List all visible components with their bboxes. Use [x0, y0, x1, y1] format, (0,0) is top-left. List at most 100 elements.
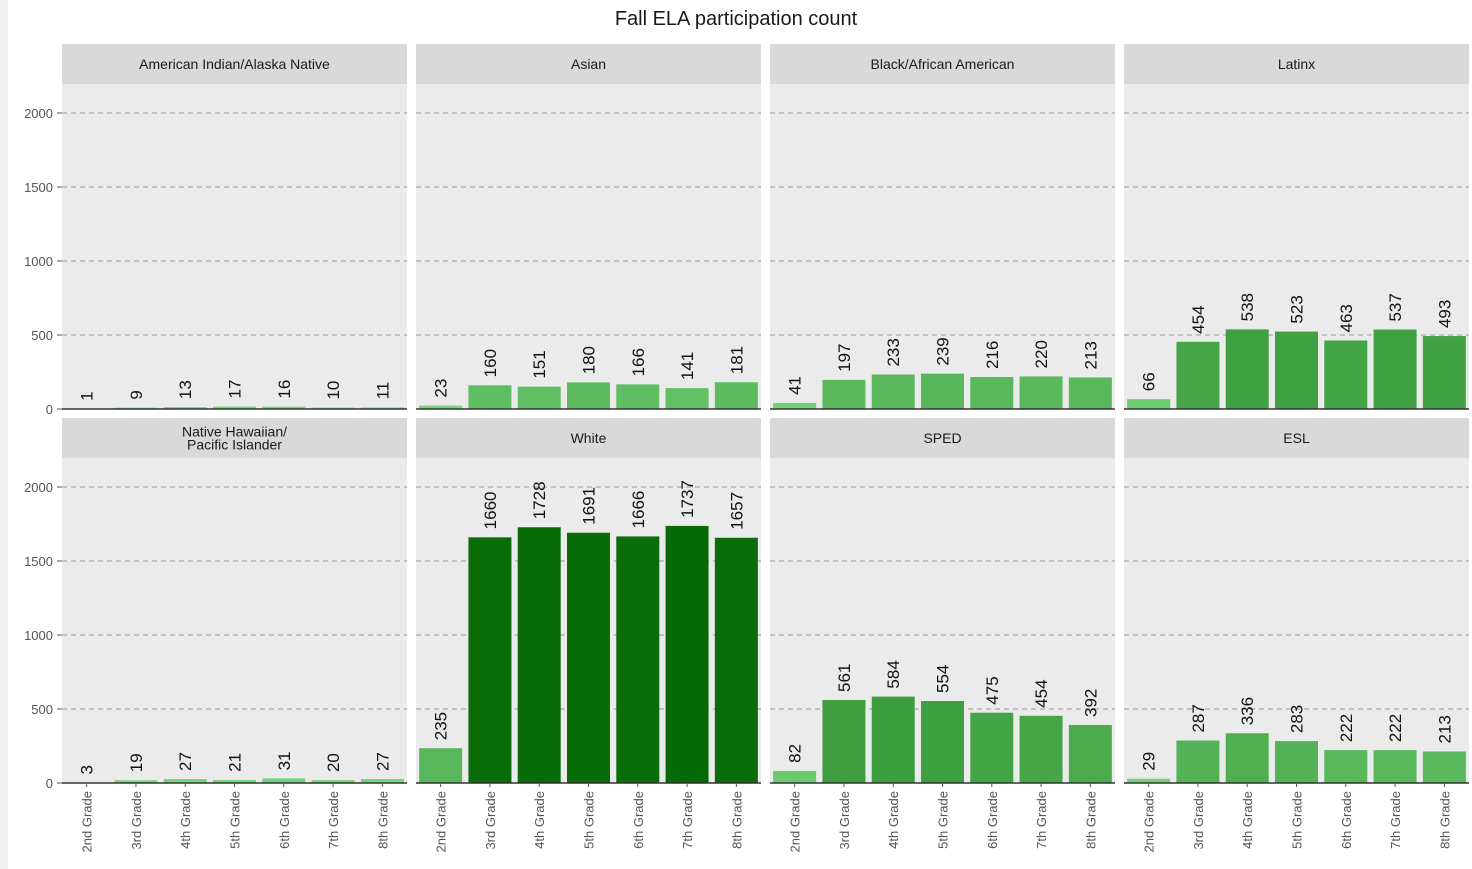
facet-label: White: [571, 430, 607, 446]
data-label: 1657: [727, 492, 746, 530]
data-label: 537: [1386, 293, 1405, 321]
bar-native-hawaiian-pacific-islander-5th-grade: [213, 779, 256, 783]
bar-esl-3rd-grade: [1176, 740, 1220, 783]
bar-esl-6th-grade: [1324, 750, 1368, 783]
x-tick-label: 8th Grade: [1437, 791, 1452, 849]
facet-label: ESL: [1283, 430, 1310, 446]
x-tick-label: 2nd Grade: [434, 791, 449, 852]
y-tick-label: 500: [31, 328, 53, 343]
bar-white-2nd-grade: [419, 748, 463, 783]
data-label: 235: [432, 712, 451, 740]
bar-white-7th-grade: [665, 525, 709, 783]
data-label: 20: [324, 753, 343, 772]
x-tick-label: 7th Grade: [1388, 791, 1403, 849]
panel-background-native-hawaiian-pacific-islander: [62, 458, 407, 783]
bar-black-african-american-5th-grade: [921, 373, 964, 409]
x-tick-label: 2nd Grade: [1142, 791, 1157, 852]
y-tick-label: 1500: [24, 554, 53, 569]
data-label: 523: [1288, 295, 1307, 323]
x-tick-label: 4th Grade: [1240, 791, 1255, 849]
bar-native-hawaiian-pacific-islander-4th-grade: [163, 779, 207, 783]
facet-label: Black/African American: [871, 56, 1015, 72]
data-label: 151: [530, 350, 549, 378]
bar-latinx-8th-grade: [1422, 336, 1466, 409]
bar-asian-4th-grade: [517, 386, 561, 409]
x-tick-label: 8th Grade: [1083, 791, 1098, 849]
bar-black-african-american-8th-grade: [1068, 377, 1112, 409]
x-tick-label: 7th Grade: [1034, 791, 1049, 849]
data-label: 21: [226, 753, 245, 772]
facet-strip-latinx: [1124, 44, 1469, 84]
data-label: 160: [481, 349, 500, 377]
data-label: 561: [835, 664, 854, 692]
x-tick-label: 5th Grade: [1290, 791, 1305, 849]
data-label: 1: [78, 391, 97, 400]
facet-strip-native-hawaiian-pacific-islander: [62, 418, 407, 458]
x-tick-label: 6th Grade: [1339, 791, 1354, 849]
x-tick-label: 2nd Grade: [80, 791, 95, 852]
data-label: 336: [1238, 697, 1257, 725]
data-label: 1660: [481, 491, 500, 529]
data-label: 1728: [530, 481, 549, 519]
bar-sped-4th-grade: [871, 696, 915, 783]
y-tick-label: 1000: [24, 628, 53, 643]
data-label: 233: [884, 338, 903, 366]
bar-native-hawaiian-pacific-islander-8th-grade: [360, 779, 404, 783]
x-tick-label: 3rd Grade: [129, 791, 144, 850]
data-label: 66: [1140, 372, 1159, 391]
panel-background-asian: [416, 84, 761, 409]
bar-esl-2nd-grade: [1127, 778, 1171, 783]
data-label: 11: [373, 382, 392, 400]
bar-native-hawaiian-pacific-islander-6th-grade: [262, 778, 306, 783]
facet-strip-american-indian-alaska-native: [62, 44, 407, 84]
bar-white-6th-grade: [616, 536, 660, 783]
x-tick-label: 3rd Grade: [483, 791, 498, 850]
data-label: 222: [1386, 714, 1405, 742]
bar-white-3rd-grade: [468, 537, 512, 783]
bar-sped-8th-grade: [1068, 724, 1112, 783]
bar-esl-5th-grade: [1275, 741, 1318, 783]
data-label: 538: [1238, 293, 1257, 321]
bar-american-indian-alaska-native-8th-grade: [360, 407, 404, 409]
data-label: 27: [176, 752, 195, 771]
x-tick-label: 3rd Grade: [1191, 791, 1206, 850]
bar-sped-3rd-grade: [822, 699, 866, 783]
bar-asian-6th-grade: [616, 384, 660, 409]
bar-black-african-american-4th-grade: [871, 374, 915, 409]
x-tick-label: 3rd Grade: [837, 791, 852, 850]
data-label: 29: [1140, 752, 1159, 771]
facet-label: SPED: [923, 430, 961, 446]
data-label: 239: [934, 337, 953, 365]
data-label: 181: [727, 346, 746, 374]
data-label: 213: [1435, 715, 1454, 743]
data-label: 19: [127, 753, 146, 772]
x-tick-label: 5th Grade: [936, 791, 951, 849]
data-label: 180: [580, 346, 599, 374]
data-label: 31: [275, 751, 294, 770]
bar-white-4th-grade: [517, 527, 561, 783]
y-tick-label: 2000: [24, 480, 53, 495]
bar-white-5th-grade: [567, 532, 610, 783]
data-label: 166: [629, 348, 648, 376]
data-label: 454: [1189, 305, 1208, 333]
bar-sped-5th-grade: [921, 701, 964, 783]
x-tick-label: 2nd Grade: [788, 791, 803, 852]
bar-black-african-american-7th-grade: [1019, 376, 1063, 409]
data-label: 27: [373, 752, 392, 771]
bar-black-african-american-3rd-grade: [822, 379, 866, 409]
bar-latinx-2nd-grade: [1127, 399, 1171, 409]
bar-asian-3rd-grade: [468, 385, 512, 409]
data-label: 216: [983, 341, 1002, 369]
y-tick-label: 2000: [24, 106, 53, 121]
y-tick-label: 0: [46, 402, 53, 417]
bar-latinx-6th-grade: [1324, 340, 1368, 409]
data-label: 17: [226, 380, 245, 399]
data-label: 222: [1337, 714, 1356, 742]
x-tick-label: 8th Grade: [729, 791, 744, 849]
x-tick-label: 7th Grade: [326, 791, 341, 849]
x-tick-label: 6th Grade: [631, 791, 646, 849]
data-label: 493: [1435, 300, 1454, 328]
x-tick-label: 5th Grade: [582, 791, 597, 849]
data-label: 1691: [580, 487, 599, 525]
x-tick-label: 6th Grade: [277, 791, 292, 849]
